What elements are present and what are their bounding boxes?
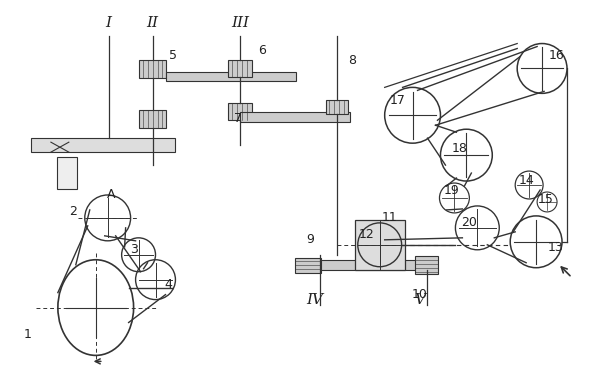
Text: 17: 17 bbox=[390, 94, 406, 107]
Text: 2: 2 bbox=[69, 205, 77, 218]
Text: 6: 6 bbox=[258, 44, 266, 57]
Text: 8: 8 bbox=[348, 54, 356, 67]
Bar bbox=[240, 112, 350, 122]
Bar bbox=[229, 103, 252, 120]
Bar bbox=[139, 61, 166, 78]
Text: 4: 4 bbox=[165, 278, 172, 291]
Text: 11: 11 bbox=[382, 211, 398, 224]
Bar bbox=[295, 258, 321, 273]
Text: II: II bbox=[147, 16, 159, 30]
Text: 16: 16 bbox=[549, 49, 565, 62]
Text: 7: 7 bbox=[234, 112, 242, 125]
Text: III: III bbox=[231, 16, 249, 30]
Text: 3: 3 bbox=[130, 243, 137, 256]
Bar bbox=[414, 256, 439, 274]
Text: V: V bbox=[414, 293, 425, 307]
Bar bbox=[166, 72, 296, 82]
Bar bbox=[229, 61, 252, 77]
Text: 9: 9 bbox=[306, 233, 314, 247]
Text: 13: 13 bbox=[547, 241, 563, 254]
Bar bbox=[321, 260, 420, 270]
Text: 5: 5 bbox=[169, 49, 178, 62]
Bar bbox=[57, 157, 77, 189]
Text: 19: 19 bbox=[443, 184, 459, 197]
Text: 18: 18 bbox=[452, 142, 467, 155]
Text: 20: 20 bbox=[461, 216, 477, 229]
Text: 10: 10 bbox=[411, 288, 427, 301]
Text: A: A bbox=[107, 189, 115, 202]
Text: 12: 12 bbox=[359, 228, 375, 241]
Text: I: I bbox=[106, 16, 112, 30]
Bar bbox=[326, 100, 348, 114]
Bar bbox=[355, 220, 404, 270]
Bar bbox=[139, 110, 166, 128]
Text: 14: 14 bbox=[518, 173, 534, 187]
Text: 1: 1 bbox=[24, 328, 32, 341]
Text: 15: 15 bbox=[538, 194, 554, 207]
Bar bbox=[31, 138, 175, 152]
Text: IV: IV bbox=[307, 293, 323, 307]
